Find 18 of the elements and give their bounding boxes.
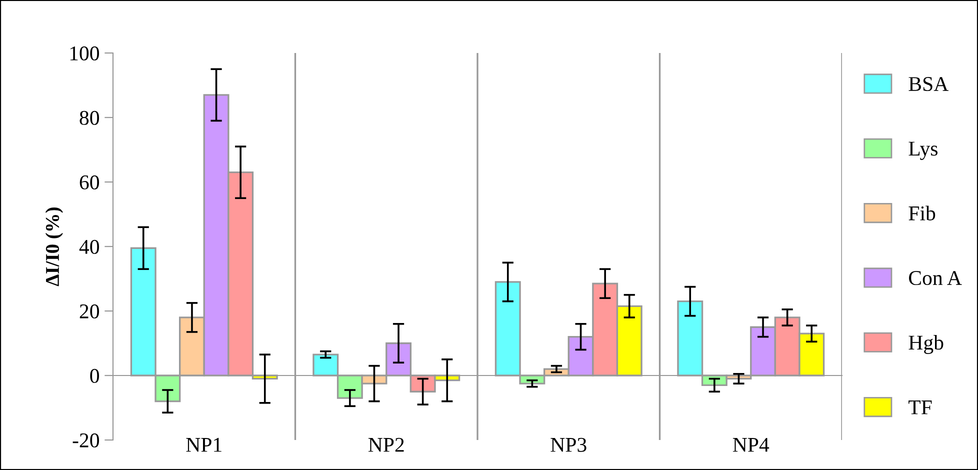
legend-label: Hgb <box>908 335 944 354</box>
x-tick-label: NP2 <box>368 438 404 452</box>
y-tick-label: 100 <box>70 46 100 60</box>
legend-label: Con A <box>909 271 962 286</box>
y-tick-label: 20 <box>80 304 100 318</box>
y-tick-label: -20 <box>72 433 100 448</box>
x-tick-label: NP1 <box>186 438 222 452</box>
x-tick-label: NP4 <box>732 438 770 452</box>
y-tick-label: 60 <box>80 175 100 190</box>
y-tick-label: 0 <box>90 368 100 383</box>
y-axis-title: ΔI/I0 (%) <box>45 208 63 286</box>
y-tick-label: 80 <box>80 110 100 125</box>
legend-label: TF <box>908 400 932 414</box>
y-tick-label: 40 <box>79 240 100 254</box>
legend-label: BSA <box>908 77 949 92</box>
legend-label: Lys <box>908 142 938 160</box>
x-tick-label: NP3 <box>550 438 586 452</box>
legend-label: Fib <box>908 206 936 220</box>
